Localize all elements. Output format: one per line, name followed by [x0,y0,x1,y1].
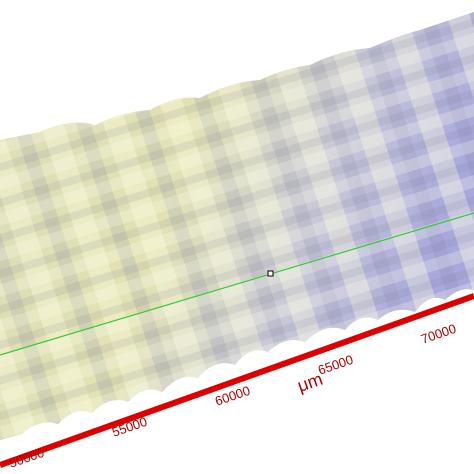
tick-label: 50000 [7,445,46,471]
tick-label: 70000 [419,321,458,347]
tick-label: 65000 [316,352,355,378]
surface [0,12,474,440]
profile-line [0,212,474,356]
x-axis [0,293,474,468]
marker [267,270,274,277]
